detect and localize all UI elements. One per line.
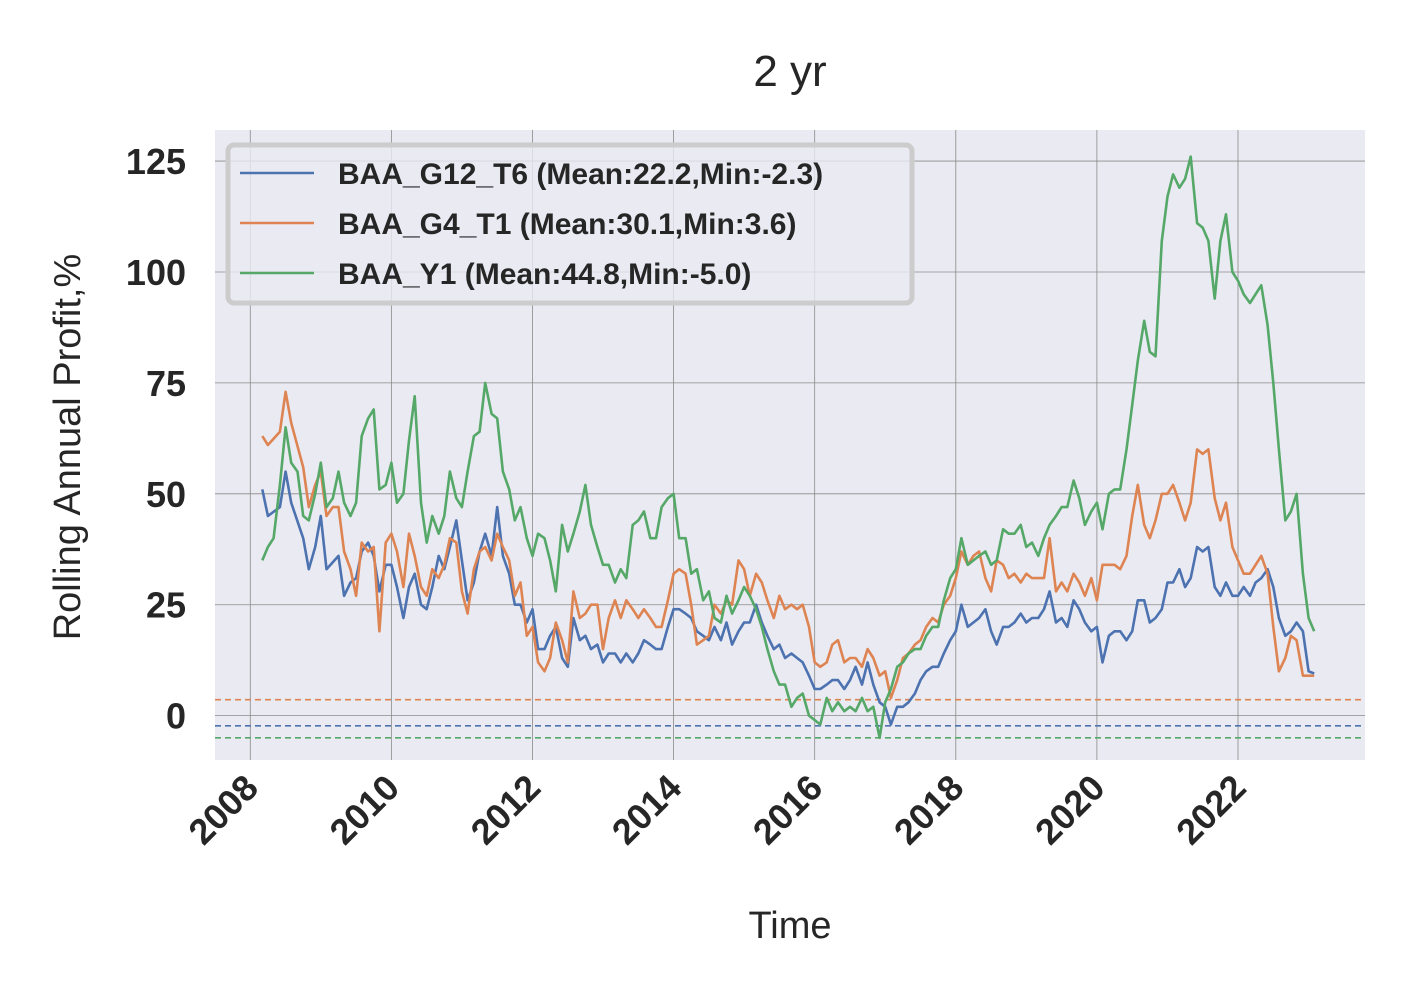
x-tick-label-2016: 2016 xyxy=(745,767,831,853)
x-tick-label-2022: 2022 xyxy=(1168,767,1254,853)
y-tick-label-100: 100 xyxy=(126,252,186,293)
series-line-2 xyxy=(261,390,1315,700)
legend-label-1: BAA_G12_T6 (Mean:22.2,Min:-2.3) xyxy=(338,158,823,191)
chart-title: 2 yr xyxy=(753,47,826,96)
y-tick-label-25: 25 xyxy=(146,585,186,626)
series-line-3 xyxy=(261,155,1316,740)
x-tick-label-2020: 2020 xyxy=(1027,767,1113,853)
series-lines xyxy=(261,155,1316,740)
legend-box xyxy=(225,142,915,306)
y-tick-label-75: 75 xyxy=(146,363,186,404)
x-axis-label: Time xyxy=(748,905,831,947)
y-axis-label: Rolling Annual Profit,% xyxy=(47,254,89,641)
x-tick-label-2010: 2010 xyxy=(321,767,407,853)
x-tick-label-2014: 2014 xyxy=(604,767,690,853)
legend-label-2: BAA_G4_T1 (Mean:30.1,Min:3.6) xyxy=(338,208,796,241)
y-tick-label-125: 125 xyxy=(126,141,186,182)
x-tick-label-2018: 2018 xyxy=(886,767,972,853)
y-tick-label-0: 0 xyxy=(166,696,186,737)
legend-label-3: BAA_Y1 (Mean:44.8,Min:-5.0) xyxy=(338,258,751,291)
legend: BAA_G12_T6 (Mean:22.2,Min:-2.3) BAA_G4_T1… xyxy=(225,142,915,306)
x-axis-ticks: 2008 2010 2012 2014 2016 2018 2020 2022 xyxy=(180,767,1253,853)
x-tick-label-2008: 2008 xyxy=(180,767,266,853)
y-tick-label-50: 50 xyxy=(146,474,186,515)
y-axis-ticks: 0 25 50 75 100 125 xyxy=(126,141,186,737)
x-tick-label-2012: 2012 xyxy=(463,767,549,853)
